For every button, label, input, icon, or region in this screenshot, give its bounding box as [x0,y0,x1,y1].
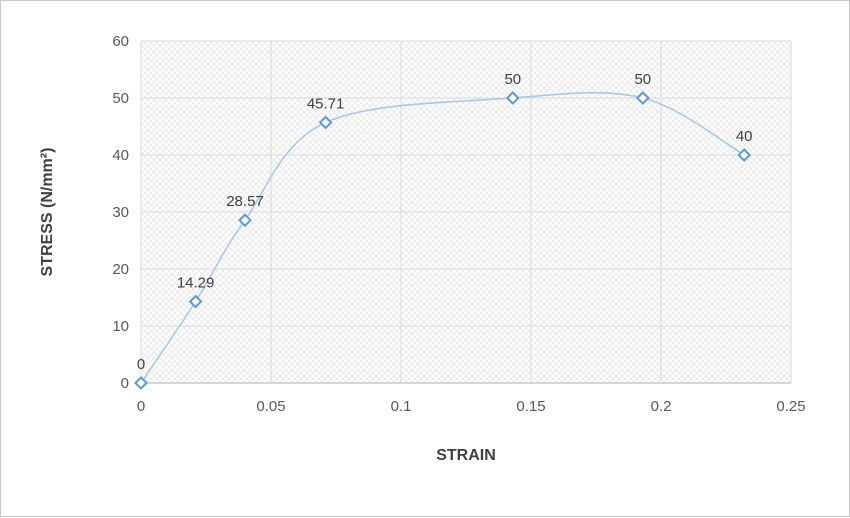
data-label: 45.71 [307,96,345,113]
data-label: 50 [634,71,651,88]
x-axis-title: STRAIN [436,447,496,464]
y-tick-label: 10 [112,318,129,335]
data-point-marker [505,91,520,105]
y-tick-label: 50 [112,90,129,107]
x-tick-label: 0.15 [516,398,545,415]
data-label: 50 [504,71,521,88]
data-point-marker [737,148,752,162]
y-axis-title: STRESS (N/mm²) [39,147,56,277]
y-tick-label: 40 [112,147,129,164]
data-label: 40 [736,128,753,145]
data-label: 28.57 [226,193,264,210]
data-point-marker [134,376,148,390]
y-tick-label: 30 [112,204,129,221]
y-tick-label: 0 [121,375,129,392]
x-tick-label: 0.2 [651,398,672,415]
y-tick-label: 60 [112,33,129,50]
x-tick-label: 0.25 [776,398,805,415]
x-tick-label: 0.05 [256,398,285,415]
data-label: 14.29 [177,275,215,292]
x-tick-label: 0.1 [391,398,412,415]
data-point-marker [238,213,252,228]
data-point-marker [188,294,203,309]
data-point-marker [318,115,333,130]
y-tick-label: 20 [112,261,129,278]
data-point-marker [635,91,650,105]
x-tick-label: 0 [137,398,145,415]
data-label: 0 [137,356,145,373]
